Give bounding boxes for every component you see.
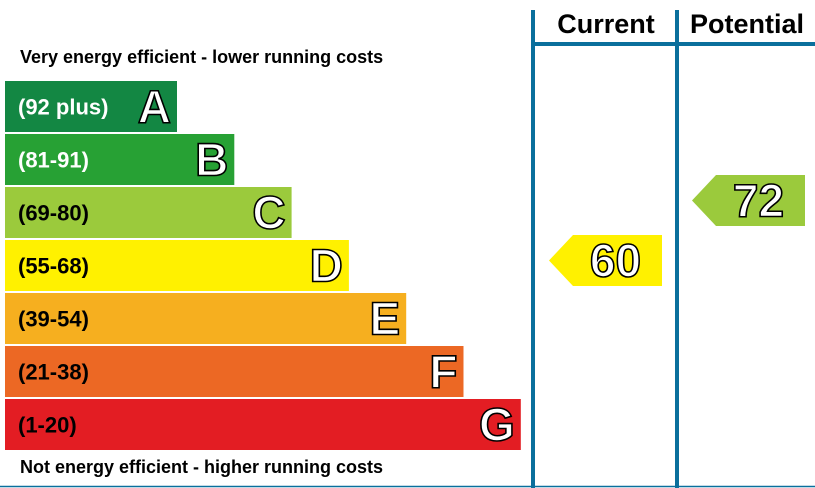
band-e-range: (39-54) <box>18 307 89 332</box>
potential-rating-arrow <box>692 175 805 226</box>
band-g-bar <box>5 399 521 450</box>
band-e-bar <box>5 293 407 344</box>
top-efficiency-note: Very energy efficient - lower running co… <box>20 47 384 67</box>
band-b-bar <box>5 134 235 185</box>
current-rating-arrow <box>549 235 662 286</box>
potential-rating-value: 72 <box>733 175 784 227</box>
band-f-range: (21-38) <box>18 360 89 385</box>
band-c-letter: C <box>252 187 285 239</box>
current-rating-value: 60 <box>590 235 641 287</box>
band-d-bar <box>5 240 349 291</box>
band-f-letter: F <box>429 346 457 398</box>
band-b-range: (81-91) <box>18 148 89 173</box>
band-d-letter: D <box>310 240 343 292</box>
band-f-bar <box>5 346 464 397</box>
band-c-bar <box>5 187 292 238</box>
band-b-letter: B <box>195 134 228 186</box>
band-c-range: (69-80) <box>18 201 89 226</box>
band-e-letter: E <box>370 293 401 345</box>
current-column-header: Current <box>557 9 655 39</box>
band-g-letter: G <box>479 399 515 451</box>
band-a-range: (92 plus) <box>18 95 108 120</box>
band-a-letter: A <box>138 81 171 133</box>
band-a-bar <box>5 81 177 132</box>
bottom-efficiency-note: Not energy efficient - higher running co… <box>20 457 384 477</box>
band-g-range: (1-20) <box>18 413 77 438</box>
potential-column-header: Potential <box>689 9 804 39</box>
band-d-range: (55-68) <box>18 254 89 279</box>
